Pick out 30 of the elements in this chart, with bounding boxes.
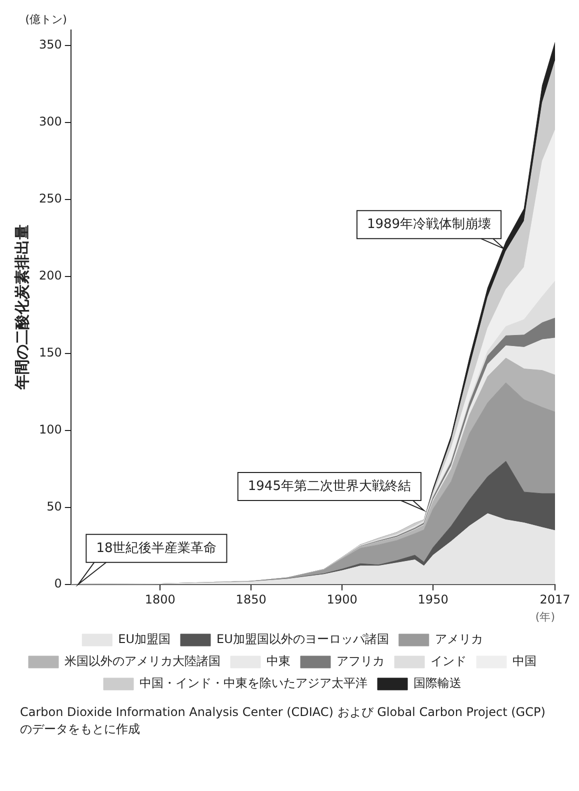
legend-label: アメリカ bbox=[434, 632, 483, 646]
y-tick-label: 50 bbox=[46, 500, 62, 514]
x-axis-title: (年) bbox=[535, 610, 555, 624]
legend-label: 米国以外のアメリカ大陸諸国 bbox=[64, 654, 220, 668]
legend-label: 中国 bbox=[512, 654, 536, 668]
legend-label: 国際輸送 bbox=[414, 676, 462, 690]
x-tick-label: 2017 bbox=[540, 592, 570, 607]
legend-label: 中国・インド・中東を除いたアジア太平洋 bbox=[140, 676, 368, 690]
legend-label: EU加盟国以外のヨーロッパ諸国 bbox=[216, 632, 389, 646]
y-tick-label: 250 bbox=[39, 192, 62, 206]
text: Carbon Dioxide Information Analysis Center (CDIAC) および Global Carbon Project (GCP) のデータをもとに作成 bbox=[20, 704, 546, 738]
y-tick-label: 200 bbox=[39, 268, 62, 283]
annotation: 1945年第二次世界大戦終結 bbox=[248, 478, 411, 494]
annotation: 1989年冷戦体制崩壊 bbox=[366, 217, 492, 232]
y-tick-label: 150 bbox=[39, 346, 62, 360]
x-tick-label: 1950 bbox=[418, 592, 448, 607]
x-tick-label: 1800 bbox=[144, 592, 176, 607]
legend-label: EU加盟国 bbox=[118, 632, 171, 646]
legend-label: 中東 bbox=[266, 654, 290, 668]
legend-label: アフリカ bbox=[336, 654, 384, 668]
y-tick-label: 0 bbox=[54, 576, 62, 591]
x-tick-label: 1900 bbox=[326, 592, 358, 607]
y-tick-label: 300 bbox=[39, 114, 62, 129]
y-tick-label: 350 bbox=[39, 38, 62, 52]
x-tick-label: 1850 bbox=[236, 592, 266, 607]
y-tick-label: 100 bbox=[39, 422, 62, 437]
annotation: 18世紀後半産業革命 bbox=[96, 540, 217, 556]
legend-label: インド bbox=[430, 654, 466, 668]
y-axis-title: 年間の二酸化炭素排出量 bbox=[12, 224, 31, 391]
text: (億トン) bbox=[25, 12, 67, 26]
